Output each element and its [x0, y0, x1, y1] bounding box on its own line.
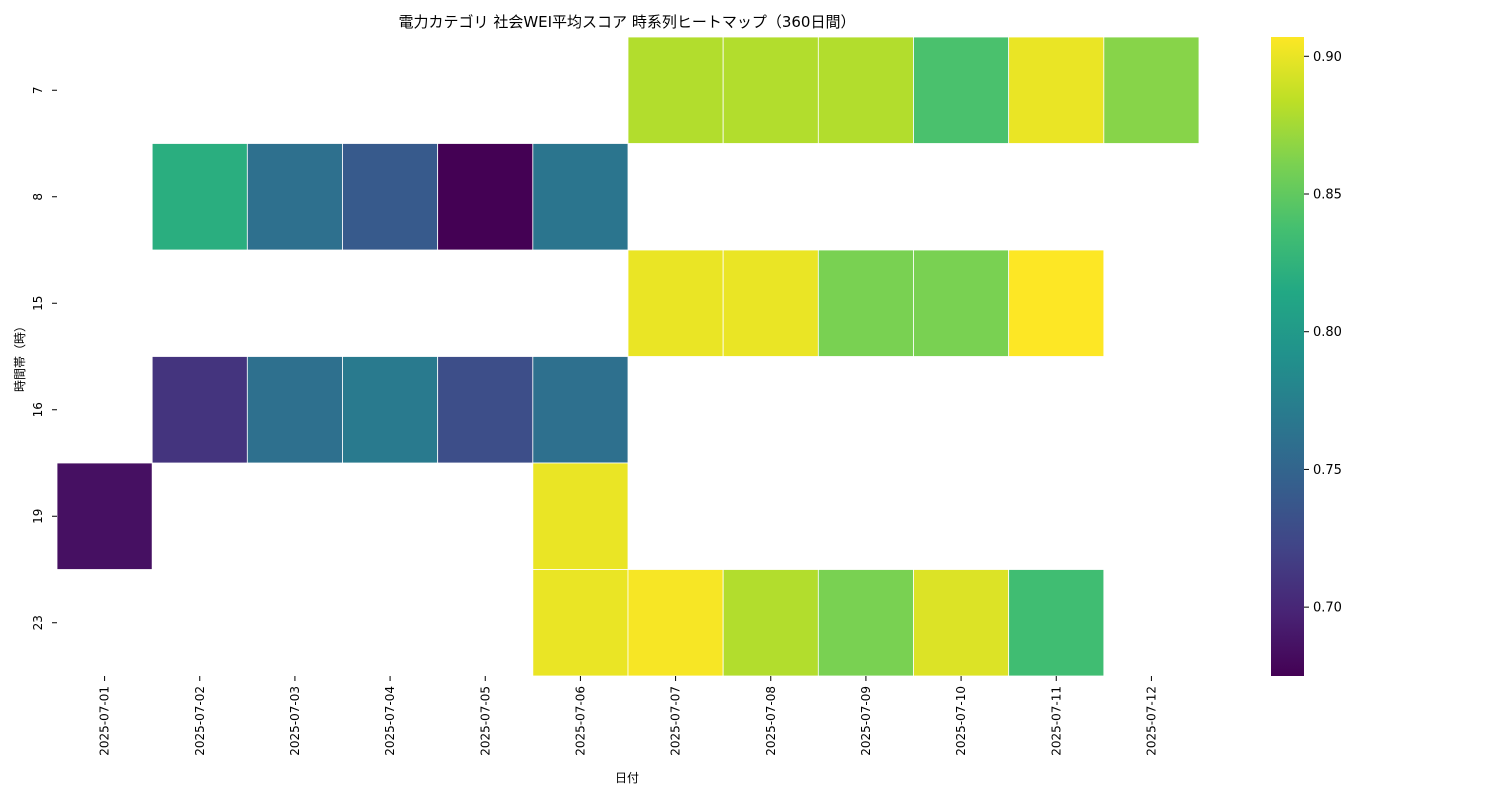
colorbar-tick-label: 0.75	[1313, 463, 1342, 478]
heatmap-cell	[532, 143, 629, 251]
x-tick-label: 2025-07-05	[478, 686, 492, 756]
y-axis-label: 時間帯（時）	[13, 320, 27, 392]
x-axis-ticks: 2025-07-01 2025-07-02 2025-07-03 2025-07-04…	[98, 676, 1158, 756]
y-tick-label: 7	[31, 86, 45, 94]
colorbar	[1271, 37, 1304, 676]
x-axis-label: 日付	[615, 771, 639, 785]
heatmap-cell	[817, 569, 914, 677]
heatmap-cell	[722, 36, 819, 144]
heatmap-cell	[342, 143, 439, 251]
heatmap-cell	[151, 143, 248, 251]
heatmap-cell	[913, 36, 1010, 144]
heatmap-cell	[437, 143, 534, 251]
heatmap-cell	[913, 569, 1010, 677]
x-tick-label: 2025-07-03	[288, 686, 302, 756]
heatmap-cell	[1008, 569, 1105, 677]
y-axis-ticks: 7 8 15 16 19 23	[31, 86, 57, 630]
x-tick-label: 2025-07-10	[954, 686, 968, 756]
colorbar-tick-label: 0.80	[1313, 325, 1342, 340]
heatmap-cell	[532, 462, 629, 570]
y-tick-label: 16	[31, 402, 45, 417]
x-tick-label: 2025-07-06	[573, 686, 587, 756]
x-tick-label: 2025-07-08	[764, 686, 778, 756]
heatmap-cell	[722, 249, 819, 357]
x-tick-label: 2025-07-12	[1144, 686, 1158, 756]
y-tick-label: 8	[31, 193, 45, 201]
x-tick-label: 2025-07-02	[193, 686, 207, 756]
heatmap-cell	[246, 143, 343, 251]
heatmap-cell	[56, 462, 153, 570]
heatmap-cell	[246, 356, 343, 464]
x-tick-label: 2025-07-11	[1049, 686, 1063, 756]
x-tick-label: 2025-07-09	[859, 686, 873, 756]
heatmap-cell	[1103, 36, 1200, 144]
heatmap-cell	[151, 356, 248, 464]
chart-title: 電力カテゴリ 社会WEI平均スコア 時系列ヒートマップ（360日間）	[399, 13, 856, 31]
colorbar-tick-label: 0.70	[1313, 601, 1342, 616]
y-tick-label: 15	[31, 296, 45, 311]
heatmap-cell	[817, 36, 914, 144]
heatmap-cells	[56, 36, 1200, 677]
heatmap-cell	[1008, 249, 1105, 357]
heatmap-cell	[342, 356, 439, 464]
colorbar-ticks: 0.70 0.75 0.80 0.85 0.90	[1304, 50, 1342, 616]
y-tick-label: 19	[31, 509, 45, 524]
heatmap-cell	[627, 36, 724, 144]
heatmap-cell	[627, 569, 724, 677]
y-tick-label: 23	[31, 615, 45, 630]
x-tick-label: 2025-07-01	[98, 686, 112, 756]
heatmap-cell	[627, 249, 724, 357]
heatmap-cell	[437, 356, 534, 464]
heatmap-cell	[913, 249, 1010, 357]
x-tick-label: 2025-07-04	[383, 686, 397, 756]
colorbar-tick-label: 0.85	[1313, 187, 1342, 202]
heatmap-cell	[532, 569, 629, 677]
x-tick-label: 2025-07-07	[669, 686, 683, 756]
heatmap-cell	[817, 249, 914, 357]
colorbar-tick-label: 0.90	[1313, 50, 1342, 65]
heatmap-cell	[1008, 36, 1105, 144]
heatmap-cell	[722, 569, 819, 677]
heatmap-cell	[532, 356, 629, 464]
